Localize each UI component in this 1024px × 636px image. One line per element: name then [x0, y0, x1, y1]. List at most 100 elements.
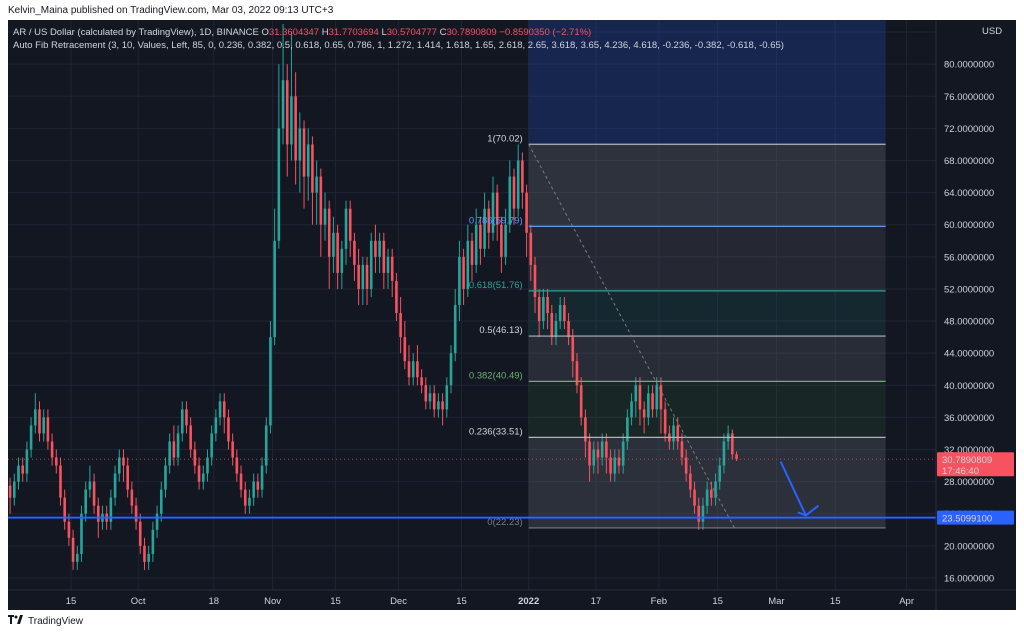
- legend-open: 31.3604347: [268, 27, 320, 38]
- candle-body: [609, 457, 612, 474]
- candle: [546, 288, 549, 330]
- candle: [59, 457, 62, 506]
- candle: [134, 497, 138, 530]
- candle: [596, 441, 600, 474]
- candle: [563, 296, 566, 330]
- candle: [705, 481, 709, 514]
- candle: [197, 457, 201, 490]
- candle: [248, 489, 251, 514]
- candle-body: [491, 192, 495, 233]
- legend-high-label: H: [321, 27, 329, 38]
- candle-body: [63, 497, 66, 522]
- candle: [630, 393, 633, 426]
- candle: [147, 545, 150, 570]
- candle-body: [210, 433, 213, 458]
- fib-level-label: 0.618(51.76): [469, 280, 523, 291]
- candle-body: [626, 417, 629, 442]
- candle: [521, 152, 524, 209]
- candle: [264, 417, 268, 474]
- candle: [634, 377, 638, 418]
- candle: [374, 224, 377, 273]
- legend-indicator[interactable]: Auto Fib Retracement (3, 10, Values, Lef…: [13, 40, 784, 51]
- candle-body: [516, 160, 520, 209]
- candle: [403, 321, 407, 370]
- countdown-label: 17:46:40: [942, 466, 979, 477]
- candle-body: [474, 224, 478, 265]
- legend-symbol[interactable]: AR / US Dollar (calculated by TradingVie…: [13, 27, 259, 38]
- candle-body: [647, 393, 650, 418]
- candle: [550, 305, 554, 346]
- price-tick-label: 36.0000000: [944, 413, 994, 424]
- candle-body: [193, 449, 197, 466]
- candle-body: [584, 417, 587, 442]
- candle-body: [722, 441, 726, 466]
- price-chart[interactable]: 1(70.02) 0.786(59.79) 0.618(51.76) 0.5(46.1…: [8, 20, 1016, 610]
- candle: [386, 248, 390, 289]
- candle-body: [214, 417, 218, 434]
- price-axis-currency: USD: [982, 26, 1002, 37]
- candle-body: [50, 441, 54, 458]
- candle-body: [80, 513, 83, 554]
- candle: [185, 401, 188, 434]
- chart-area[interactable]: 1(70.02) 0.786(59.79) 0.618(51.76) 0.5(46.1…: [8, 20, 1016, 610]
- price-tick-label: 48.0000000: [944, 317, 994, 328]
- candle: [315, 160, 318, 225]
- candle-body: [126, 465, 129, 490]
- candle-body: [697, 505, 701, 522]
- candle-body: [281, 80, 285, 129]
- candle-body: [239, 473, 243, 490]
- candle-body: [588, 441, 591, 466]
- time-tick-label: 15: [330, 596, 341, 607]
- candle: [437, 393, 440, 418]
- candle-body: [361, 264, 365, 289]
- candle-body: [714, 481, 717, 498]
- candle-body: [386, 256, 390, 273]
- candle: [453, 288, 457, 362]
- candle: [269, 321, 272, 434]
- candle-body: [617, 457, 621, 466]
- candle-body: [655, 385, 659, 410]
- candle: [80, 505, 83, 562]
- candle: [676, 417, 680, 450]
- candle-body: [33, 409, 37, 426]
- candle-body: [109, 497, 113, 522]
- candle: [273, 208, 276, 346]
- candle-body: [550, 313, 554, 338]
- candle-body: [54, 457, 58, 466]
- candle: [500, 216, 503, 273]
- candle-body: [630, 401, 633, 418]
- candle: [558, 296, 562, 330]
- candle: [710, 481, 713, 506]
- candle: [290, 32, 293, 161]
- candle-body: [525, 192, 528, 233]
- candle-body: [143, 545, 146, 562]
- candle-body: [432, 393, 436, 410]
- candle-body: [596, 449, 600, 458]
- support-price-label: 23.5099100: [942, 514, 992, 525]
- time-tick-label: 15: [830, 596, 841, 607]
- candle: [579, 377, 583, 426]
- candle-body: [197, 465, 201, 482]
- candle-body: [273, 240, 276, 338]
- candle: [466, 224, 470, 297]
- legend-close: 30.7890809: [446, 27, 497, 38]
- support-price-badge: [937, 510, 1014, 525]
- candle-body: [315, 176, 318, 193]
- legend-ohlc-row: AR / US Dollar (calculated by TradingVie…: [13, 26, 784, 39]
- candle-body: [390, 256, 394, 281]
- candle-body: [117, 457, 121, 474]
- candle: [260, 457, 264, 498]
- candle: [25, 441, 29, 482]
- candle-body: [684, 457, 688, 474]
- candle-body: [651, 393, 654, 410]
- candle-body: [705, 489, 709, 506]
- candle-body: [138, 521, 142, 546]
- candle: [651, 385, 654, 418]
- candle-body: [122, 457, 125, 466]
- price-tick-label: 60.0000000: [944, 220, 994, 231]
- candle: [449, 345, 453, 394]
- candle: [714, 473, 717, 506]
- candle-body: [642, 409, 646, 418]
- candle: [155, 505, 159, 538]
- candle: [332, 216, 335, 273]
